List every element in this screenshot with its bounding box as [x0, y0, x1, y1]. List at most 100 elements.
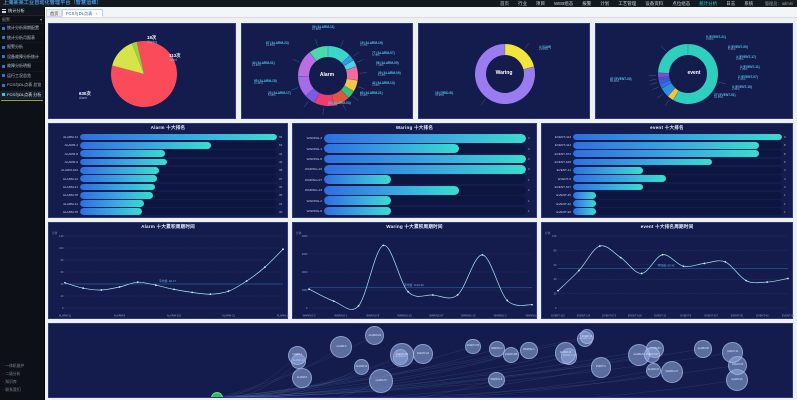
network-node[interactable]: ALARM-78 — [369, 368, 393, 393]
menu-icon[interactable] — [2, 9, 6, 13]
nav-item-0[interactable]: 首页 — [500, 1, 509, 6]
tab-fcs-dl-points[interactable]: FCS与DL点表 × — [62, 9, 103, 17]
network-node[interactable]: WARING-3 — [489, 341, 505, 357]
network-node[interactable]: ALARM-1 — [287, 345, 307, 365]
bar-row[interactable]: WARING-9 1 — [295, 206, 534, 216]
bar-row[interactable]: ALARM-78 35 — [51, 191, 285, 199]
bar-row[interactable]: ALARM-12 37 — [51, 174, 285, 182]
bar-row[interactable]: ALARM-102 38 — [51, 166, 285, 174]
network-node[interactable]: ALARM-102 — [365, 326, 385, 346]
bar-row[interactable]: ALARM-21 36 — [51, 183, 285, 191]
bar-row[interactable]: EVENT-017 3 — [544, 183, 790, 191]
donut-slice-1[interactable] — [341, 55, 354, 66]
data-point-8[interactable] — [209, 293, 212, 296]
data-point-6[interactable] — [682, 265, 685, 268]
network-node[interactable]: ALARM-88 — [694, 340, 713, 358]
nav-item-3[interactable]: WEB组态 — [554, 1, 574, 6]
network-node[interactable]: EVENT-9 — [590, 357, 612, 378]
network-node[interactable]: WARING-8 — [488, 371, 505, 389]
network-node[interactable]: EVENT-113 — [390, 343, 414, 367]
donut-slice-9[interactable] — [298, 76, 314, 96]
bar-row[interactable]: WARING-13 2 — [295, 185, 534, 195]
donut-slice-1[interactable] — [667, 88, 679, 101]
network-node[interactable]: EVENT-114 — [413, 344, 433, 364]
network-node[interactable]: ALARM-33 — [554, 342, 577, 364]
bar-row[interactable]: WARING-8 3 — [295, 154, 534, 164]
donut-slice-6[interactable] — [658, 72, 670, 78]
sidebar-item-5[interactable]: 运行工况总览 — [0, 72, 44, 81]
nav-item-6[interactable]: 工艺管理 — [618, 1, 637, 6]
network-node[interactable]: EVENT-073 — [465, 338, 481, 355]
bar-row[interactable]: WARING-1 2 — [295, 143, 534, 153]
data-point-5[interactable] — [154, 284, 157, 287]
data-point-7[interactable] — [191, 291, 194, 294]
sidebar-item-2[interactable]: 报警分析 — [0, 43, 44, 53]
data-point-12[interactable] — [282, 248, 284, 251]
data-point-3[interactable] — [382, 244, 385, 247]
data-point-4[interactable] — [640, 272, 643, 275]
data-point-7[interactable] — [703, 262, 706, 265]
donut-slice-1[interactable] — [475, 44, 535, 105]
sidebar-footer-item-0[interactable]: · 一体机维护 — [3, 364, 25, 368]
donut-slice-4[interactable] — [344, 78, 358, 92]
data-point-8[interactable] — [724, 261, 727, 263]
data-point-2[interactable] — [100, 289, 103, 291]
data-point-8[interactable] — [506, 299, 509, 302]
data-point-0[interactable] — [557, 289, 559, 292]
network-node[interactable]: ALARM-70 — [645, 362, 661, 379]
bar-row[interactable]: WARING-07 1 — [295, 175, 534, 185]
sidebar-footer-item-3[interactable]: · 联系我们 — [3, 388, 21, 392]
network-node[interactable]: WARING-1 — [520, 341, 538, 360]
donut-slice-4[interactable] — [658, 77, 671, 84]
sidebar-item-0[interactable]: 统计分析周期配置 — [0, 24, 44, 34]
close-icon[interactable]: × — [95, 11, 98, 16]
nav-item-10[interactable]: 日志 — [726, 1, 736, 6]
network-node[interactable]: EVENT-11 — [580, 329, 595, 344]
data-point-4[interactable] — [136, 281, 139, 284]
data-point-3[interactable] — [619, 256, 622, 259]
data-point-2[interactable] — [357, 304, 360, 307]
data-point-9[interactable] — [227, 290, 230, 293]
network-node[interactable]: EVENT-108 — [503, 347, 520, 364]
bar-row[interactable]: EVENT-9 4 — [544, 174, 790, 182]
bar-row[interactable]: WARING-2 1 — [295, 195, 534, 205]
data-point-7[interactable] — [481, 254, 484, 256]
bar-row[interactable]: EVENT-114 8 — [544, 141, 790, 149]
bar-row[interactable]: EVENT-98 1 — [544, 208, 790, 216]
network-node[interactable]: ALARM-12 — [353, 359, 370, 375]
network-root-node[interactable] — [211, 392, 223, 397]
bar-row[interactable]: EVENT-30 1 — [544, 191, 790, 199]
donut-slice-11[interactable] — [309, 46, 328, 61]
donut-slice-0[interactable] — [673, 44, 718, 104]
bar-row[interactable]: EVENT-073 8 — [544, 150, 790, 158]
data-point-11[interactable] — [263, 266, 266, 269]
sidebar-item-1[interactable]: 统计分析月报表 — [0, 34, 44, 43]
bar-row[interactable]: EVENT-42 1 — [544, 199, 790, 207]
bar-row[interactable]: ALARM-9 42 — [51, 158, 285, 166]
data-point-5[interactable] — [431, 294, 434, 296]
donut-slice-7[interactable] — [658, 44, 688, 74]
donut-slice-7[interactable] — [314, 92, 335, 107]
tab-home[interactable]: 首页 — [46, 9, 63, 17]
donut-slice-0[interactable] — [505, 44, 535, 70]
data-point-0[interactable] — [308, 288, 310, 290]
data-point-6[interactable] — [456, 293, 459, 296]
bar-row[interactable]: WARING-10 3 — [295, 164, 534, 174]
donut-slice-5[interactable] — [658, 76, 670, 81]
network-node[interactable]: ALARM-8 — [291, 367, 312, 388]
donut-slice-3[interactable] — [659, 80, 672, 89]
network-node[interactable]: EVENT-42 — [722, 342, 744, 363]
sidebar-item-4[interactable]: 故障分析明细 — [0, 62, 44, 72]
data-point-2[interactable] — [598, 245, 601, 247]
bar-row[interactable]: ALARM-1 63 — [51, 141, 285, 149]
sidebar-item-6[interactable]: FCS与DL点表 总览 — [0, 81, 44, 91]
bar-row[interactable]: EVENT-11 3 — [544, 166, 790, 174]
donut-slice-3[interactable] — [346, 66, 358, 81]
pie-slice-2[interactable] — [131, 41, 144, 74]
nav-item-5[interactable]: 计划 — [600, 1, 610, 6]
data-point-10[interactable] — [245, 280, 248, 282]
sidebar-item-7[interactable]: FCS与DL点表 分析 — [0, 90, 44, 100]
network-node[interactable]: EVENT-017 — [643, 346, 661, 364]
chevron-down-icon[interactable]: ▾ — [39, 17, 42, 22]
sidebar-subheader[interactable]: 报警 ▾ — [0, 16, 44, 24]
